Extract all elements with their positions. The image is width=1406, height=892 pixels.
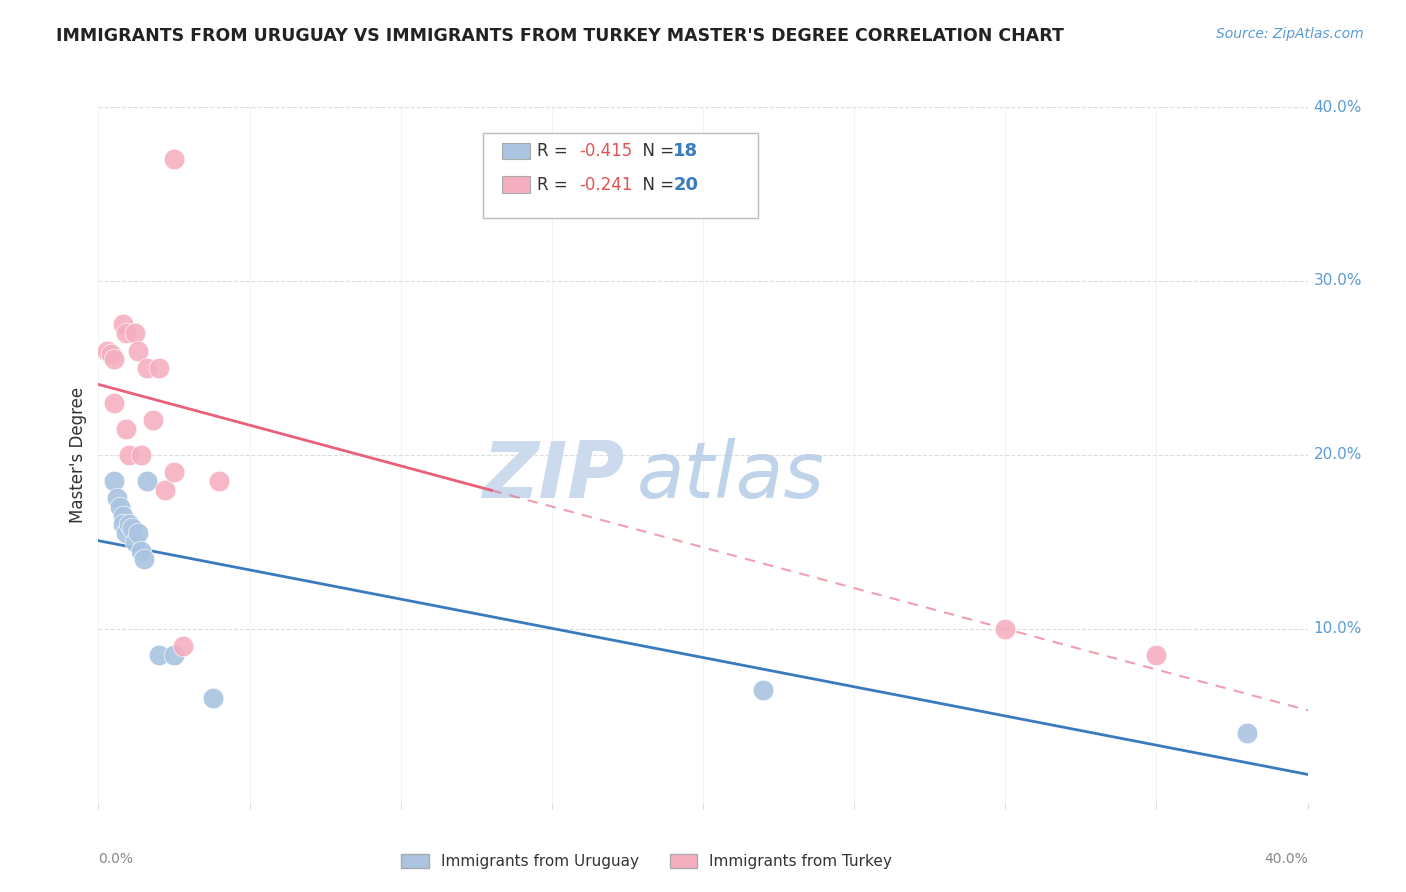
Point (1144, 648, 1167, 662)
Point (111, 318, 134, 332)
Point (172, 639, 194, 653)
Text: ZIP: ZIP (482, 438, 624, 514)
Point (127, 526, 149, 541)
Point (132, 552, 155, 566)
Point (121, 521, 143, 535)
Point (114, 526, 136, 541)
Point (114, 422, 136, 436)
Text: atlas: atlas (637, 438, 824, 514)
Text: 40.0%: 40.0% (1264, 852, 1308, 865)
Text: -0.241: -0.241 (579, 176, 633, 194)
Point (103, 474, 125, 488)
Point (118, 517, 141, 532)
Point (111, 508, 134, 523)
Point (111, 517, 134, 532)
Text: 20: 20 (673, 176, 699, 194)
Text: -0.415: -0.415 (579, 142, 633, 160)
Point (163, 152, 186, 166)
Text: 18: 18 (673, 142, 699, 160)
Text: 0.0%: 0.0% (98, 852, 134, 865)
Text: 30.0%: 30.0% (1313, 274, 1362, 288)
Text: R =: R = (537, 176, 572, 194)
Point (103, 352, 125, 367)
Text: 40.0%: 40.0% (1313, 100, 1362, 114)
Point (142, 413, 165, 427)
Text: R =: R = (537, 142, 572, 160)
Point (118, 448, 141, 462)
Point (153, 483, 176, 497)
Point (208, 474, 231, 488)
Point (96, 343, 118, 358)
Point (135, 474, 157, 488)
Point (124, 534, 146, 549)
Point (163, 466, 186, 480)
Point (1236, 726, 1258, 740)
Text: 10.0%: 10.0% (1313, 622, 1362, 636)
Y-axis label: Master's Degree: Master's Degree (69, 387, 87, 523)
Point (100, 347, 122, 361)
Point (994, 622, 1017, 636)
Point (127, 343, 149, 358)
Text: IMMIGRANTS FROM URUGUAY VS IMMIGRANTS FROM TURKEY MASTER'S DEGREE CORRELATION CH: IMMIGRANTS FROM URUGUAY VS IMMIGRANTS FR… (56, 27, 1064, 45)
Point (148, 648, 170, 662)
Text: Source: ZipAtlas.com: Source: ZipAtlas.com (1216, 27, 1364, 41)
Point (105, 491, 128, 506)
Point (114, 326, 136, 340)
Point (135, 360, 157, 375)
Text: N =: N = (633, 176, 679, 194)
Point (129, 448, 152, 462)
Point (129, 543, 152, 558)
Point (202, 691, 225, 706)
Point (163, 648, 186, 662)
Legend: Immigrants from Uruguay, Immigrants from Turkey: Immigrants from Uruguay, Immigrants from… (395, 847, 898, 875)
Text: 20.0%: 20.0% (1313, 448, 1362, 462)
Point (124, 326, 146, 340)
Point (108, 500, 131, 514)
Point (148, 360, 170, 375)
Point (103, 396, 125, 410)
Text: N =: N = (633, 142, 679, 160)
Point (752, 682, 775, 697)
